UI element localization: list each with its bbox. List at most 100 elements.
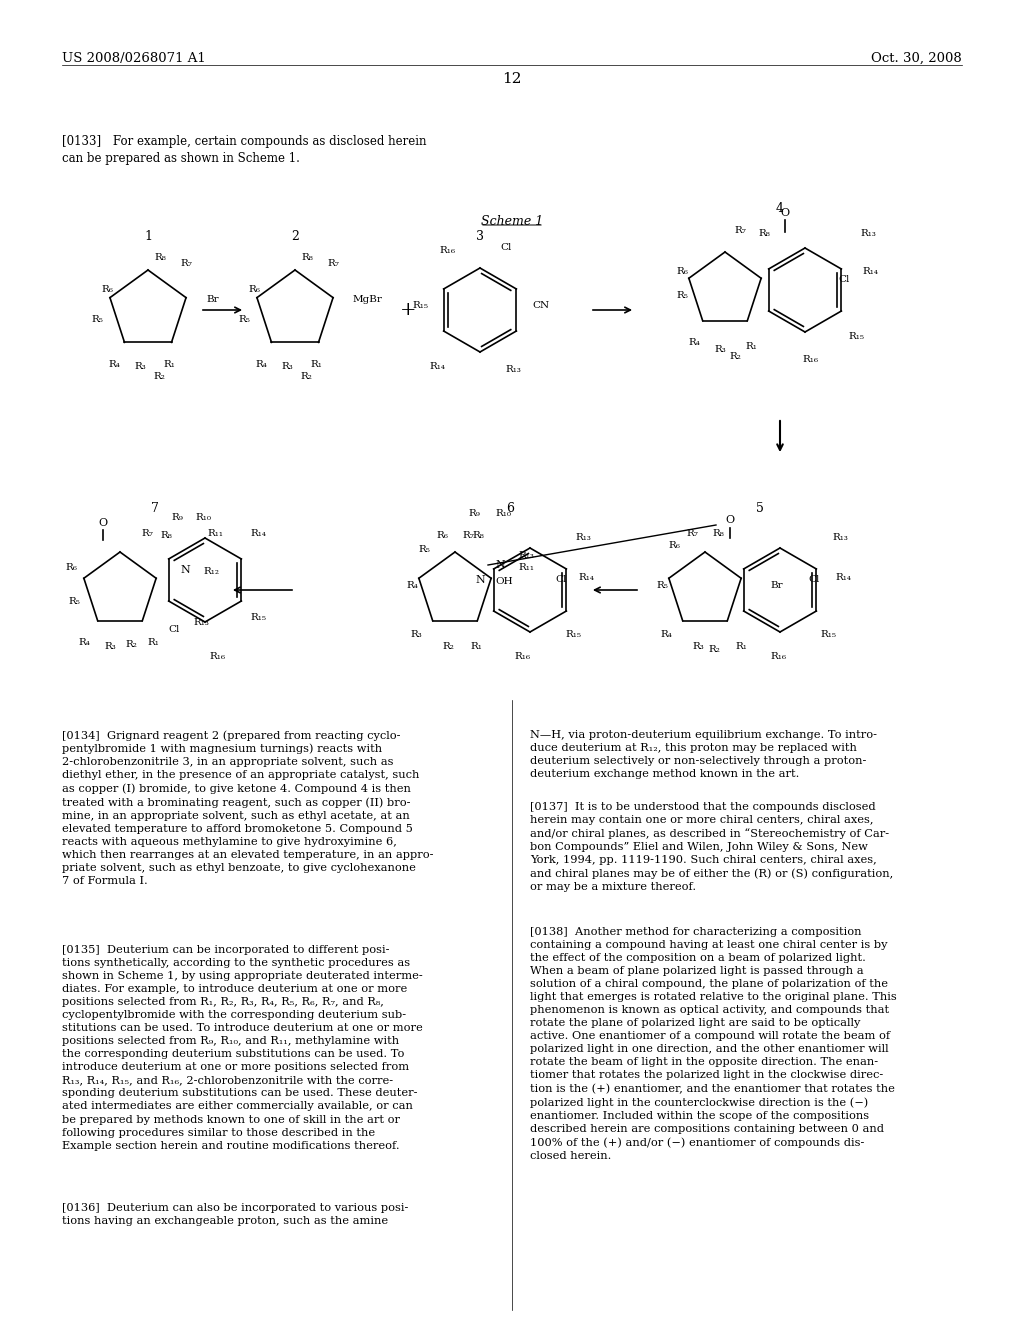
- Text: R₁₄: R₁₄: [578, 573, 594, 582]
- Text: R₂: R₂: [153, 372, 165, 381]
- Text: R₃: R₃: [104, 642, 116, 651]
- Text: R₉: R₉: [171, 513, 183, 521]
- Text: O: O: [725, 515, 734, 525]
- Text: R₆: R₆: [676, 268, 688, 276]
- Text: US 2008/0268071 A1: US 2008/0268071 A1: [62, 51, 206, 65]
- Text: R₁₅: R₁₅: [820, 630, 836, 639]
- Text: R₁₃: R₁₃: [860, 228, 876, 238]
- Text: 7: 7: [152, 502, 159, 515]
- Text: Cl: Cl: [555, 576, 566, 585]
- Text: R₇: R₇: [462, 531, 474, 540]
- Text: 2: 2: [291, 230, 299, 243]
- Text: R₈: R₈: [160, 531, 172, 540]
- Text: 3: 3: [476, 230, 484, 243]
- Text: R₁₁: R₁₁: [207, 529, 223, 539]
- Text: R₉: R₉: [468, 510, 480, 517]
- Text: R₄: R₄: [688, 338, 700, 347]
- Text: [0136]  Deuterium can also be incorporated to various posi-
tions having an exch: [0136] Deuterium can also be incorporate…: [62, 1203, 409, 1226]
- Text: R₄: R₄: [407, 581, 418, 590]
- Text: R₁: R₁: [147, 638, 159, 647]
- Text: Oct. 30, 2008: Oct. 30, 2008: [871, 51, 962, 65]
- Text: R₁₃: R₁₃: [518, 550, 534, 560]
- Text: R₁₆: R₁₆: [209, 652, 225, 661]
- Text: 4: 4: [776, 202, 784, 215]
- Text: R₈: R₈: [472, 531, 484, 540]
- Text: R₃: R₃: [282, 362, 293, 371]
- Text: R₁₆: R₁₆: [770, 652, 786, 661]
- Text: R₁₃: R₁₃: [831, 533, 848, 543]
- Text: R₄: R₄: [109, 360, 120, 370]
- Text: N—H, via proton-deuterium equilibrium exchange. To intro-
duce deuterium at R₁₂,: N—H, via proton-deuterium equilibrium ex…: [530, 730, 877, 779]
- Text: 1: 1: [144, 230, 152, 243]
- Text: R₁₆: R₁₆: [514, 652, 530, 661]
- Text: R₅: R₅: [91, 315, 103, 325]
- Text: [0135]  Deuterium can be incorporated to different posi-
tions synthetically, ac: [0135] Deuterium can be incorporated to …: [62, 945, 423, 1151]
- Text: R₆: R₆: [101, 285, 113, 294]
- Text: R₇: R₇: [141, 529, 153, 539]
- Text: Scheme 1: Scheme 1: [481, 215, 543, 228]
- Text: R₇: R₇: [327, 259, 339, 268]
- Text: [0138]  Another method for characterizing a composition
containing a compound ha: [0138] Another method for characterizing…: [530, 927, 897, 1160]
- Text: R₄: R₄: [78, 638, 90, 647]
- Text: R₈: R₈: [154, 253, 166, 261]
- Text: R₆: R₆: [248, 285, 260, 294]
- Text: R₁₄: R₁₄: [429, 362, 445, 371]
- Text: R₇: R₇: [686, 529, 698, 539]
- Text: R₆: R₆: [66, 564, 77, 573]
- Text: R₁₃: R₁₃: [575, 533, 591, 543]
- Text: R₁₁: R₁₁: [518, 564, 534, 573]
- Text: Br: Br: [770, 581, 782, 590]
- Text: R₅: R₅: [239, 315, 250, 325]
- Text: [0137]  It is to be understood that the compounds disclosed
herein may contain o: [0137] It is to be understood that the c…: [530, 803, 893, 892]
- Text: R₁₄: R₁₄: [862, 268, 878, 276]
- Text: R₂: R₂: [300, 372, 312, 381]
- Text: R₈: R₈: [301, 253, 313, 261]
- Text: N: N: [475, 576, 485, 585]
- Text: MgBr: MgBr: [353, 296, 383, 305]
- Text: Cl: Cl: [169, 626, 180, 635]
- Text: R₂: R₂: [729, 352, 741, 360]
- Text: O: O: [98, 517, 108, 528]
- Text: OH: OH: [495, 578, 513, 586]
- Text: R₇: R₇: [734, 226, 745, 235]
- Text: R₈: R₈: [758, 228, 770, 238]
- Text: R₃: R₃: [134, 362, 145, 371]
- Text: R₁: R₁: [745, 342, 757, 351]
- Text: Cl: Cl: [808, 576, 819, 585]
- Text: [0134]  Grignard reagent 2 (prepared from reacting cyclo-
pentylbromide 1 with m: [0134] Grignard reagent 2 (prepared from…: [62, 730, 433, 886]
- Text: R₁₃: R₁₃: [193, 618, 209, 627]
- Text: N: N: [180, 565, 189, 576]
- Text: R₅: R₅: [69, 598, 80, 606]
- Text: R₆: R₆: [436, 531, 449, 540]
- Text: R₇: R₇: [180, 259, 191, 268]
- Text: Cl: Cl: [838, 276, 849, 285]
- Text: R₁₂: R₁₂: [203, 568, 219, 577]
- Text: +: +: [399, 301, 416, 319]
- Text: R₁₅: R₁₅: [412, 301, 428, 309]
- Text: R₁₅: R₁₅: [848, 333, 864, 341]
- Text: O: O: [780, 209, 790, 218]
- Text: R₁₅: R₁₅: [250, 614, 266, 623]
- Text: R₄: R₄: [255, 360, 267, 370]
- Text: R₁₀: R₁₀: [495, 510, 511, 517]
- Text: N: N: [496, 560, 505, 570]
- Text: R₁: R₁: [470, 642, 482, 651]
- Text: R₁₅: R₁₅: [565, 630, 581, 639]
- Text: Cl: Cl: [500, 243, 511, 252]
- Text: R₂: R₂: [125, 640, 137, 649]
- Text: CN: CN: [532, 301, 549, 309]
- Text: R₁₆: R₁₆: [802, 355, 818, 364]
- Text: R₁: R₁: [735, 642, 746, 651]
- Text: 6: 6: [506, 502, 514, 515]
- Text: R₁₆: R₁₆: [439, 246, 455, 255]
- Text: R₃: R₃: [692, 642, 703, 651]
- Text: R₅: R₅: [418, 545, 430, 554]
- Text: R₁: R₁: [310, 360, 322, 370]
- Text: R₅: R₅: [676, 290, 688, 300]
- Text: R₄: R₄: [660, 630, 672, 639]
- Text: R₂: R₂: [709, 645, 720, 653]
- Text: [0133] For example, certain compounds as disclosed herein
can be prepared as sho: [0133] For example, certain compounds as…: [62, 135, 427, 165]
- Text: R₁₄: R₁₄: [250, 529, 266, 539]
- Text: R₁: R₁: [163, 360, 175, 370]
- Text: R₆: R₆: [668, 540, 680, 549]
